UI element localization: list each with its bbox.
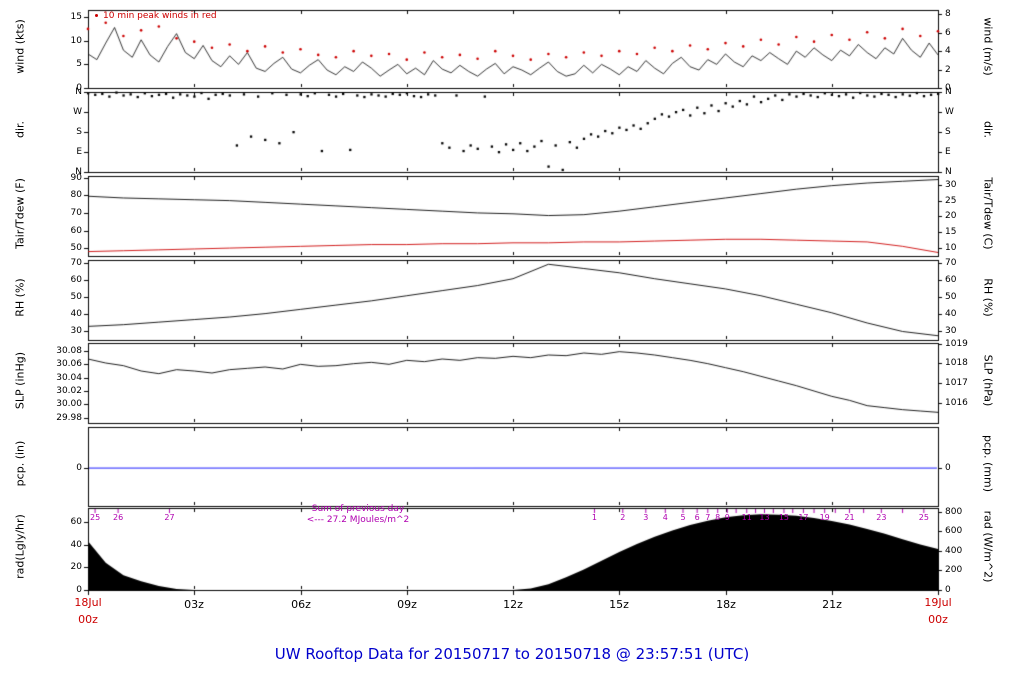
weather-dashboard: wind (kts) dir. Tair/Tdew (F) RH (%) SLP…	[0, 0, 1024, 700]
weather-chart-canvas	[0, 0, 1024, 700]
